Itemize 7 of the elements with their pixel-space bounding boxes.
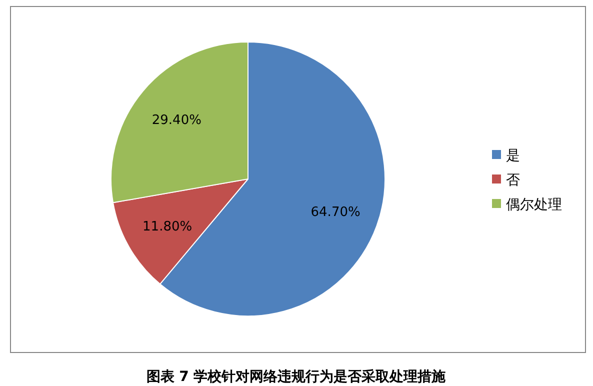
text: 图表 7 学校针对网络违规行为是否采取处理措施	[146, 369, 447, 385]
data-label: 64.70%	[310, 204, 360, 220]
legend-label: 是	[506, 148, 520, 164]
data-label: 11.80%	[142, 220, 192, 235]
legend-label: 偶尔处理	[506, 197, 562, 213]
data-label: 29.40%	[152, 113, 202, 128]
legend-label: 否	[506, 172, 520, 188]
